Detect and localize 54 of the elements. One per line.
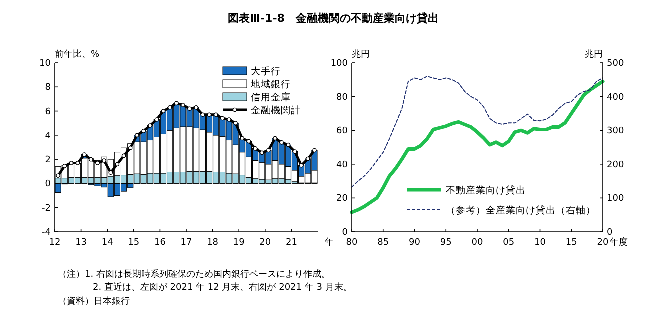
chart-title: 図表Ⅲ-1-8 金融機関の不動産業向け貸出 bbox=[228, 12, 439, 25]
text: （注）1. 右図は長期時系列確保のため国内銀行ベースにより作成。 bbox=[58, 269, 330, 280]
y-tick-label: 100 bbox=[330, 59, 348, 69]
x-axis-title: 年 bbox=[325, 237, 334, 248]
x-tick-label: 18 bbox=[207, 238, 219, 248]
y-tick-label: 6 bbox=[45, 107, 52, 118]
x-tick-label: 12 bbox=[49, 238, 61, 248]
x-tick-label: 20 bbox=[597, 238, 609, 248]
text: （資料）日本銀行 bbox=[58, 296, 130, 307]
y-tick-label: 80 bbox=[336, 92, 348, 103]
y-tick-label: -2 bbox=[42, 204, 51, 214]
x-tick-label: 15 bbox=[128, 238, 140, 248]
x-tick-label: 90 bbox=[409, 238, 421, 248]
y-axis-title: 前年比、% bbox=[55, 49, 100, 60]
y-tick-label: 0 bbox=[45, 180, 52, 190]
legend-label: 地域銀行 bbox=[250, 78, 291, 90]
y-axis-title: 兆円 bbox=[352, 49, 370, 60]
y-tick-label: 40 bbox=[336, 160, 348, 170]
x-tick-label: 14 bbox=[102, 238, 114, 248]
x-tick-label: 13 bbox=[76, 238, 88, 248]
x-tick-label: 19 bbox=[233, 238, 246, 248]
x-tick-label: 17 bbox=[180, 238, 192, 248]
legend-label: 金融機関計 bbox=[251, 104, 301, 116]
x-tick-label: 10 bbox=[534, 238, 546, 248]
x-axis-title: 年度 bbox=[610, 237, 628, 248]
x-tick-label: 85 bbox=[378, 238, 390, 248]
y2-tick-label: 400 bbox=[607, 92, 624, 103]
legend-label: 大手行 bbox=[251, 66, 281, 78]
y2-axis-title: 兆円 bbox=[585, 49, 603, 60]
y2-tick-label: 500 bbox=[607, 59, 624, 69]
x-tick-label: 15 bbox=[566, 238, 578, 248]
x-tick-label: 16 bbox=[154, 238, 166, 248]
y2-tick-label: 0 bbox=[607, 228, 613, 238]
y-tick-label: 4 bbox=[45, 131, 52, 142]
y2-tick-label: 100 bbox=[607, 194, 624, 204]
y-tick-label: 2 bbox=[45, 156, 51, 166]
x-tick-label: 20 bbox=[260, 238, 272, 248]
x-tick-label: 95 bbox=[440, 238, 452, 248]
y-tick-label: 8 bbox=[45, 83, 52, 94]
text: 2. 直近は、左図が 2021 年 12 月末、右図が 2021 年 3 月末。 bbox=[93, 282, 352, 293]
x-tick-label: 00 bbox=[472, 238, 484, 248]
legend-label: 不動産業向け貸出 bbox=[446, 184, 526, 196]
legend-label: 信用金庫 bbox=[251, 92, 291, 104]
y-tick-label: -4 bbox=[42, 228, 52, 238]
y2-tick-label: 200 bbox=[607, 160, 624, 170]
y-tick-label: 20 bbox=[336, 194, 348, 204]
y2-tick-label: 300 bbox=[607, 126, 624, 137]
x-tick-label: 80 bbox=[346, 238, 358, 248]
legend-label: （参考）全産業向け貸出（右軸） bbox=[446, 204, 596, 216]
x-tick-label: 21 bbox=[286, 238, 298, 248]
y-tick-label: 60 bbox=[336, 126, 348, 137]
y-tick-label: 10 bbox=[40, 59, 52, 69]
y-tick-label: 0 bbox=[342, 228, 348, 238]
x-tick-label: 05 bbox=[503, 238, 515, 248]
